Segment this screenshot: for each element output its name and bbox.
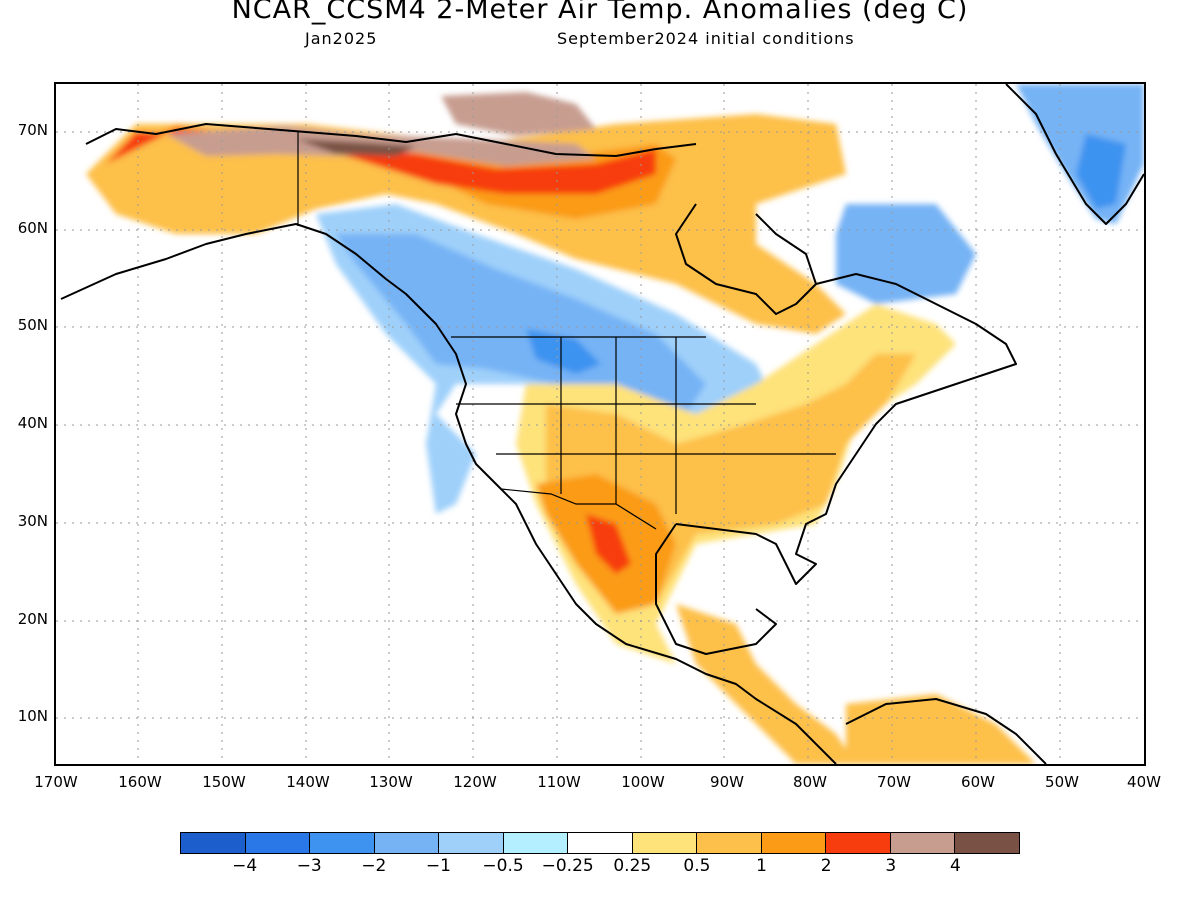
- coast-alaska-north: [85, 123, 697, 157]
- lat-label: 70N: [17, 121, 48, 139]
- legend-swatch: [439, 833, 504, 853]
- color-legend: [180, 832, 1020, 854]
- legend-swatch: [568, 833, 633, 853]
- legend-swatch: [503, 833, 569, 853]
- legend-swatch: [955, 833, 1019, 853]
- coast-east: [675, 273, 1017, 585]
- lon-label: 170W: [34, 773, 78, 791]
- lat-label: 50N: [17, 316, 48, 334]
- boundaries: [297, 132, 836, 530]
- warm-central-america: [676, 604, 856, 764]
- legend-swatch: [310, 833, 375, 853]
- very-hot-band-north: [106, 129, 656, 194]
- legend-swatch: [697, 833, 762, 853]
- legend-label: −0.5: [482, 856, 524, 876]
- coastlines: [60, 84, 1144, 764]
- cold-core: [526, 329, 601, 374]
- legend-swatch: [374, 833, 440, 853]
- legend-label: −2: [361, 856, 387, 876]
- anomaly-map: [54, 82, 1146, 766]
- coast-greenland: [1005, 84, 1144, 225]
- cold-band-mid: [336, 234, 706, 414]
- chart-title: NCAR_CCSM4 2-Meter Air Temp. Anomalies (…: [231, 0, 969, 25]
- cold-greenland: [1016, 84, 1144, 224]
- anomaly-fields: [86, 84, 1144, 764]
- lat-label: 20N: [17, 610, 48, 628]
- lon-label: 90W: [710, 773, 744, 791]
- lon-label: 50W: [1045, 773, 1079, 791]
- coast-gulf: [655, 523, 777, 655]
- legend-label: −4: [232, 856, 258, 876]
- legend-label: −3: [296, 856, 322, 876]
- coast-hudson-bay: [675, 203, 817, 315]
- legend-label: 0.25: [613, 856, 652, 876]
- lon-label: 100W: [621, 773, 665, 791]
- coast-alaska-west: [60, 223, 837, 764]
- lon-label: 110W: [537, 773, 581, 791]
- lon-label: 150W: [202, 773, 246, 791]
- extreme-warm-core: [296, 139, 416, 156]
- lon-label: 160W: [118, 773, 162, 791]
- legend-label: −1: [425, 856, 451, 876]
- legend-swatch: [181, 833, 246, 853]
- map-canvas: [56, 84, 1144, 764]
- forecast-month: Jan2025: [305, 29, 378, 48]
- legend-swatch: [245, 833, 311, 853]
- boundary-us-mexico: [500, 488, 657, 530]
- lat-label: 60N: [17, 219, 48, 237]
- legend-label: 2: [820, 856, 832, 876]
- legend-label: −0.25: [541, 856, 594, 876]
- initial-conditions: September2024 initial conditions: [557, 29, 855, 48]
- extreme-warm-arctic: [441, 92, 596, 136]
- hot-band-north: [116, 124, 676, 219]
- legend-label: 0.5: [683, 856, 711, 876]
- lon-label: 80W: [793, 773, 827, 791]
- cold-greenland-core: [1076, 134, 1126, 209]
- lon-label: 120W: [453, 773, 497, 791]
- legend-label: 4: [949, 856, 961, 876]
- graticule: [56, 84, 1144, 764]
- legend-label: 3: [885, 856, 897, 876]
- legend-swatch: [632, 833, 698, 853]
- hot-mexico: [586, 514, 631, 574]
- lon-label: 140W: [286, 773, 330, 791]
- lat-label: 10N: [17, 707, 48, 725]
- lon-label: 70W: [877, 773, 911, 791]
- legend-swatch: [890, 833, 956, 853]
- lon-label: 40W: [1127, 773, 1161, 791]
- legend-swatch: [826, 833, 891, 853]
- lat-label: 40N: [17, 414, 48, 432]
- coast-south-america: [845, 698, 1047, 764]
- warm-south-america: [846, 694, 1036, 764]
- lon-label: 60W: [961, 773, 995, 791]
- lon-label: 130W: [369, 773, 413, 791]
- cold-quebec: [836, 204, 976, 304]
- lat-label: 30N: [17, 512, 48, 530]
- legend-swatch: [761, 833, 827, 853]
- legend-label: 1: [756, 856, 767, 876]
